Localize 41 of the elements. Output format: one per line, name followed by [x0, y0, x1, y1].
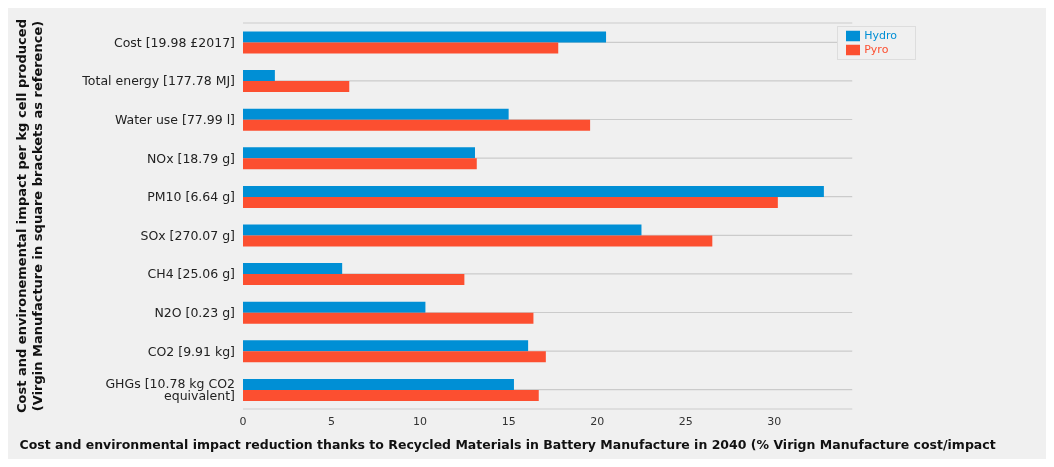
- bar: [243, 119, 591, 131]
- bar: [243, 235, 713, 247]
- y-axis-title: Cost and environemental impact per kg cell produced (Virgin Manufacture in square brackets as reference): [14, 19, 45, 413]
- bar: [243, 224, 642, 236]
- x-tick-label: 15: [501, 414, 516, 428]
- bar: [243, 81, 350, 93]
- bar: [243, 263, 343, 275]
- bar: [243, 378, 514, 390]
- bar: [243, 147, 475, 159]
- x-tick-label: 10: [413, 414, 428, 428]
- y-tick-label: CO2 [9.91 kg]: [147, 343, 235, 359]
- bar: [243, 301, 426, 313]
- y-tick-label: PM10 [6.64 g]: [147, 189, 235, 205]
- x-axis-title: Cost and environmental impact reduction thanks to Recycled Materials in Battery Manufacture in 2040 (% Virign Manufacture cost/impact: [19, 437, 996, 452]
- bar: [243, 70, 275, 82]
- legend-label: Hydro: [864, 29, 897, 42]
- bar: [243, 340, 529, 352]
- y-tick-label: CH4 [25.06 g]: [147, 266, 235, 282]
- y-tick-label: GHGs [10.78 kg CO2 equivalent]: [105, 375, 235, 404]
- y-tick-label: N2O [0.23 g]: [154, 304, 235, 320]
- y-tick-label: Total energy [177.78 MJ]: [81, 73, 235, 89]
- bar: [243, 196, 778, 208]
- y-tick-label: SOx [270.07 g]: [140, 227, 235, 243]
- x-tick-label: 20: [590, 414, 605, 428]
- x-tick-label: 0: [239, 414, 247, 428]
- bar: [243, 42, 559, 54]
- bar: [243, 351, 546, 363]
- bar: [243, 31, 607, 43]
- bar: [243, 158, 477, 170]
- bar: [243, 389, 539, 401]
- x-tick-label: 30: [767, 414, 782, 428]
- x-tick-label: 25: [678, 414, 693, 428]
- bar: [243, 185, 824, 197]
- legend-label: Pyro: [864, 43, 889, 56]
- bar: [243, 108, 509, 120]
- bar: [243, 312, 534, 324]
- y-tick-label: Water use [77.99 l]: [114, 111, 235, 127]
- x-tick-label: 5: [328, 414, 336, 428]
- bar: [243, 274, 465, 286]
- y-tick-label: Cost [19.98 £2017]: [113, 34, 235, 50]
- y-tick-label: NOx [18.79 g]: [146, 150, 235, 166]
